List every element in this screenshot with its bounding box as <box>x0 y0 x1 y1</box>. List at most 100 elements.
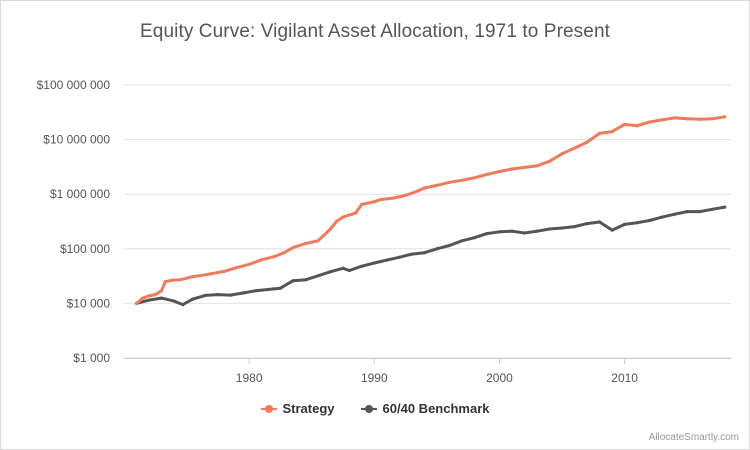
legend-item-benchmark[interactable]: 60/40 Benchmark <box>360 401 490 416</box>
data-point-60-40-benchmark-38 <box>598 220 602 224</box>
data-point-60-40-benchmark-2 <box>159 296 164 300</box>
chart-title: Equity Curve: Vigilant Asset Allocation,… <box>140 21 610 42</box>
data-point-60-40-benchmark-18 <box>347 268 351 273</box>
data-point-strategy-55 <box>723 115 727 119</box>
data-point-strategy-50 <box>660 118 664 122</box>
x-tick-label-1: 1990 <box>361 371 388 385</box>
data-point-strategy-34 <box>460 178 464 182</box>
data-point-strategy-49 <box>648 120 652 124</box>
data-point-60-40-benchmark-7 <box>216 293 220 297</box>
legend-swatch-benchmark <box>360 404 377 414</box>
data-point-60-40-benchmark-32 <box>522 231 527 235</box>
data-point-60-40-benchmark-21 <box>385 258 389 262</box>
data-point-60-40-benchmark-36 <box>573 225 577 229</box>
x-tick-label-0: 1980 <box>236 371 263 385</box>
data-point-60-40-benchmark-25 <box>435 247 439 251</box>
data-point-60-40-benchmark-33 <box>535 229 539 233</box>
data-point-strategy-27 <box>379 197 383 202</box>
data-point-60-40-benchmark-14 <box>303 278 308 282</box>
data-point-strategy-20 <box>316 239 320 243</box>
data-point-60-40-benchmark-19 <box>360 264 364 268</box>
data-point-strategy-14 <box>247 262 251 266</box>
data-point-60-40-benchmark-39 <box>610 228 614 232</box>
data-point-strategy-36 <box>485 172 489 176</box>
data-point-strategy-7 <box>178 278 182 282</box>
data-point-strategy-18 <box>291 246 295 250</box>
data-point-60-40-benchmark-26 <box>447 243 451 248</box>
y-tick-label-4: $10 000 000 <box>43 133 110 147</box>
y-tick-label-5: $100 000 000 <box>37 78 111 92</box>
data-point-60-40-benchmark-28 <box>472 236 476 240</box>
data-point-60-40-benchmark-45 <box>685 210 689 214</box>
data-point-60-40-benchmark-5 <box>191 297 195 301</box>
data-point-strategy-31 <box>422 186 426 190</box>
data-point-strategy-45 <box>598 131 602 135</box>
data-point-strategy-0 <box>134 301 139 305</box>
data-point-strategy-21 <box>328 227 333 231</box>
y-tick-label-1: $10 000 <box>67 296 111 310</box>
data-point-60-40-benchmark-17 <box>341 266 345 270</box>
series-line-strategy <box>135 115 727 305</box>
data-point-60-40-benchmark-1 <box>147 298 151 302</box>
data-point-60-40-benchmark-8 <box>228 293 232 297</box>
data-point-strategy-5 <box>163 280 167 284</box>
data-point-60-40-benchmark-24 <box>422 251 426 255</box>
data-point-strategy-8 <box>185 276 189 280</box>
data-point-strategy-51 <box>673 116 677 120</box>
data-point-strategy-24 <box>353 211 358 215</box>
data-point-60-40-benchmark-6 <box>203 293 207 297</box>
data-point-60-40-benchmark-20 <box>372 261 376 265</box>
data-point-60-40-benchmark-47 <box>710 207 714 211</box>
legend-swatch-strategy <box>260 404 277 414</box>
data-point-60-40-benchmark-43 <box>660 215 664 219</box>
data-point-strategy-4 <box>159 289 164 293</box>
data-point-strategy-32 <box>435 183 439 187</box>
data-point-60-40-benchmark-30 <box>497 230 502 234</box>
legend: Strategy 60/40 Benchmark <box>1 401 749 416</box>
data-point-strategy-48 <box>635 124 639 128</box>
data-point-60-40-benchmark-10 <box>253 289 257 293</box>
data-point-60-40-benchmark-40 <box>623 222 627 226</box>
legend-dot-benchmark <box>364 404 373 413</box>
data-point-strategy-23 <box>341 215 345 219</box>
data-point-strategy-30 <box>416 189 420 193</box>
data-point-strategy-2 <box>147 294 151 298</box>
data-point-strategy-26 <box>372 200 376 204</box>
data-point-strategy-9 <box>191 275 195 279</box>
data-point-strategy-6 <box>170 278 174 282</box>
x-tick-label-2: 2000 <box>486 371 513 385</box>
data-point-strategy-40 <box>535 164 539 168</box>
data-point-60-40-benchmark-41 <box>635 221 639 225</box>
legend-label-benchmark: 60/40 Benchmark <box>382 401 490 416</box>
credit-text: AllocateSmartly.com <box>648 432 739 443</box>
data-point-60-40-benchmark-11 <box>266 287 270 292</box>
data-point-strategy-25 <box>360 202 364 206</box>
data-point-strategy-15 <box>260 258 264 262</box>
data-point-strategy-35 <box>472 176 476 180</box>
legend-item-strategy[interactable]: Strategy <box>260 401 335 416</box>
data-point-strategy-19 <box>303 241 308 246</box>
data-point-strategy-44 <box>585 140 589 144</box>
data-point-60-40-benchmark-48 <box>723 205 727 209</box>
data-point-60-40-benchmark-23 <box>410 252 414 256</box>
data-point-60-40-benchmark-22 <box>397 255 401 259</box>
data-point-strategy-29 <box>404 193 408 197</box>
data-point-60-40-benchmark-29 <box>485 232 489 236</box>
data-point-strategy-17 <box>282 251 286 255</box>
y-tick-label-2: $100 000 <box>60 242 110 256</box>
data-point-strategy-46 <box>610 130 614 134</box>
data-point-strategy-43 <box>573 146 577 150</box>
data-point-strategy-39 <box>522 165 527 169</box>
data-point-strategy-28 <box>391 196 395 200</box>
data-point-strategy-11 <box>210 272 214 276</box>
data-point-strategy-22 <box>335 219 339 223</box>
data-point-60-40-benchmark-15 <box>316 274 320 278</box>
data-point-strategy-37 <box>497 169 502 174</box>
data-point-60-40-benchmark-12 <box>278 286 282 290</box>
data-point-strategy-16 <box>272 255 276 259</box>
y-tick-label-0: $1 000 <box>73 351 110 365</box>
data-point-strategy-3 <box>153 293 157 297</box>
y-tick-label-3: $1 000 000 <box>50 187 110 201</box>
